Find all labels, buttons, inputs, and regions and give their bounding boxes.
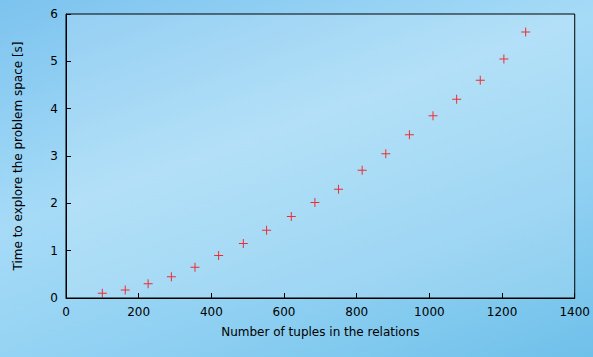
svg-text:5: 5 <box>50 54 58 68</box>
svg-text:1000: 1000 <box>414 305 445 319</box>
svg-text:1400: 1400 <box>559 305 590 319</box>
svg-text:1200: 1200 <box>487 305 518 319</box>
svg-text:0: 0 <box>62 305 70 319</box>
svg-text:4: 4 <box>50 102 58 116</box>
svg-text:2: 2 <box>50 196 58 210</box>
svg-text:600: 600 <box>273 305 296 319</box>
svg-text:3: 3 <box>50 149 58 163</box>
svg-text:0: 0 <box>50 291 58 305</box>
svg-text:200: 200 <box>127 305 150 319</box>
svg-text:400: 400 <box>200 305 223 319</box>
svg-text:Time to explore the problem sp: Time to explore the problem space [s] <box>11 41 25 271</box>
svg-text:1: 1 <box>50 244 58 258</box>
svg-text:Number of tuples in the relati: Number of tuples in the relations <box>221 325 419 339</box>
svg-text:800: 800 <box>345 305 368 319</box>
svg-text:6: 6 <box>50 7 58 21</box>
